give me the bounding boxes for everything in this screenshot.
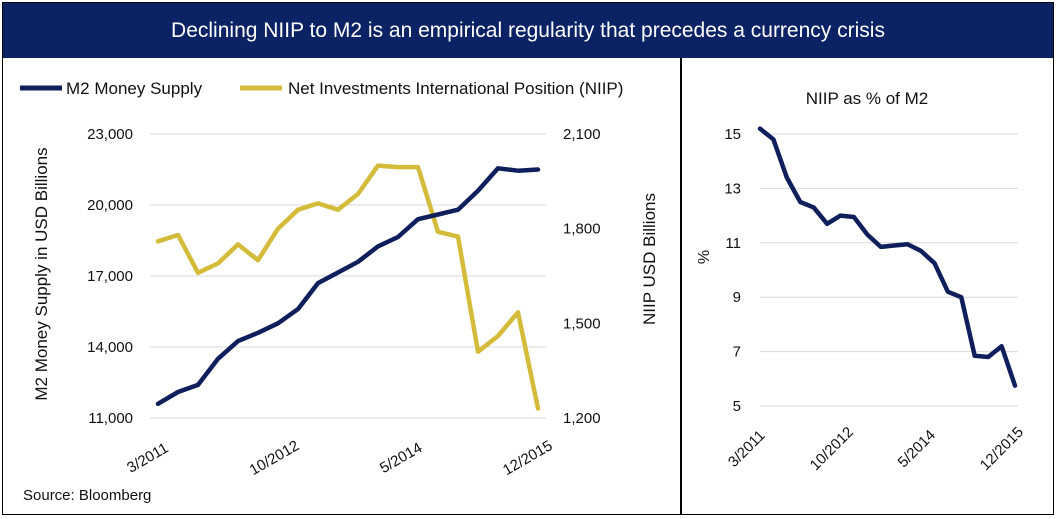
right-y-axis-title: NIIP USD Billions (640, 193, 659, 325)
legend-m2-label: M2 Money Supply (66, 79, 203, 98)
left-x-tick-label: 10/2012 (247, 437, 302, 479)
left-x-tick-label: 5/2014 (377, 439, 425, 477)
left-x-tick-label: 3/2011 (124, 440, 171, 477)
pct-y-tick-label: 13 (724, 180, 741, 197)
right-y-tick-label: 1,200 (563, 410, 601, 427)
left-y-tick-label: 17,000 (87, 268, 133, 285)
left-y-tick-label: 23,000 (87, 126, 133, 143)
pct-x-tick-label: 10/2012 (807, 424, 857, 474)
pct-y-tick-label: 9 (733, 289, 741, 306)
pct-x-tick-label: 5/2014 (895, 427, 939, 471)
pct-y-tick-label: 11 (725, 235, 741, 252)
left-y-tick-label: 20,000 (87, 197, 133, 214)
right-y-tick-label: 1,800 (563, 221, 601, 238)
pct-y-tick-label: 7 (733, 344, 741, 361)
pct-y-axis-title: % (696, 250, 713, 264)
left-y-tick-label: 11,000 (88, 410, 133, 427)
panel-divider (680, 58, 682, 515)
niip-pct-series-line (757, 126, 1018, 388)
right-y-tick-label: 2,100 (563, 126, 601, 143)
pct-x-tick-label: 3/2011 (725, 427, 769, 471)
pct-y-tick-label: 5 (733, 398, 741, 415)
niip-series-line (155, 163, 541, 411)
pct-x-tick-label: 12/2015 (977, 424, 1027, 474)
right-y-tick-label: 1,500 (563, 315, 601, 332)
pct-y-tick-label: 15 (724, 126, 741, 143)
banner-title: Declining NIIP to M2 is an empirical reg… (3, 3, 1053, 58)
m2-series-line (155, 166, 541, 407)
legend-niip-label: Net Investments International Position (… (288, 79, 623, 98)
left-x-tick-label: 12/2015 (500, 437, 555, 479)
left-y-axis-title: M2 Money Supply in USD Billions (32, 147, 51, 400)
source-note: Source: Bloomberg (23, 487, 152, 504)
left-y-tick-label: 14,000 (87, 339, 133, 356)
pct-chart-title: NIIP as % of M2 (806, 89, 929, 108)
